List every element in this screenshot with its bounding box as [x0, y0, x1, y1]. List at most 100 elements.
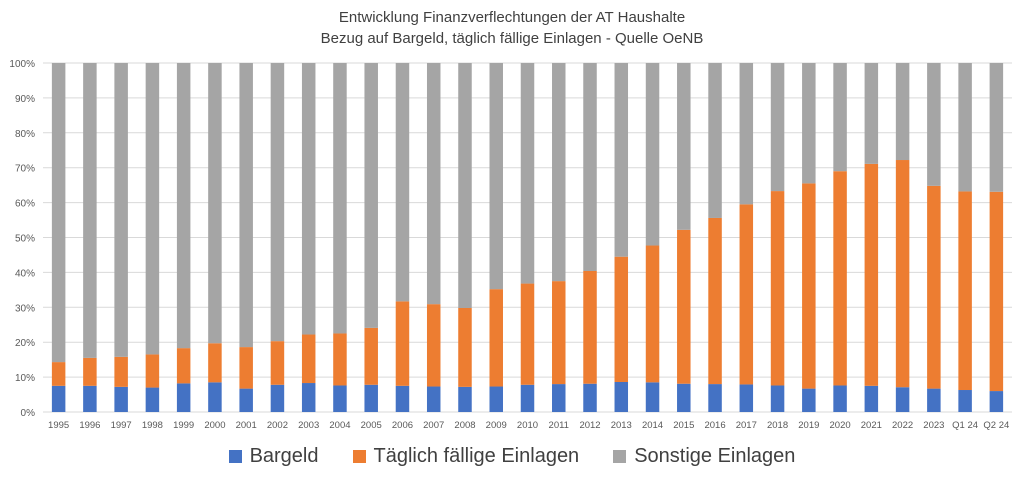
bar-segment	[614, 256, 629, 382]
bar-segment	[395, 301, 410, 386]
x-tick-label: 1996	[79, 420, 100, 431]
x-tick-label: 2018	[767, 420, 788, 431]
bar-segment	[770, 191, 785, 386]
bar-segment	[239, 347, 253, 389]
bar-segment	[489, 289, 503, 387]
bar-segment	[458, 386, 472, 412]
legend-label-sonstige: Sonstige Einlagen	[634, 445, 796, 467]
bar-segment	[708, 63, 722, 218]
bar-segment	[51, 63, 66, 363]
bar-segment	[989, 191, 1004, 392]
bar-segment	[176, 348, 191, 384]
x-tick-label: 2021	[861, 420, 882, 431]
bar-segment	[239, 388, 253, 412]
x-tick-label: 2014	[642, 420, 663, 431]
y-tick-label: 100%	[9, 59, 35, 70]
bar-segment	[645, 382, 660, 412]
bar-segment	[895, 63, 910, 161]
x-tick-label: 2013	[611, 420, 632, 431]
bar-segment	[145, 354, 160, 388]
bar-segment	[958, 191, 972, 391]
bar-segment	[927, 388, 941, 412]
bar-segment	[770, 63, 785, 192]
bar-segment	[145, 387, 160, 412]
bar-segment	[458, 307, 472, 387]
y-tick-label: 80%	[15, 129, 35, 140]
bar-segment	[270, 384, 285, 412]
y-tick-label: 90%	[15, 94, 35, 105]
bar-segment	[677, 383, 691, 412]
legend-swatch-bargeld	[228, 450, 242, 463]
legend-label-taeglich: Täglich fällige Einlagen	[373, 445, 580, 467]
bar-segment	[708, 217, 722, 385]
y-tick-label: 70%	[15, 164, 35, 175]
x-tick-label: 2007	[423, 420, 444, 431]
bar-segment	[739, 204, 754, 385]
bar-segment	[833, 385, 847, 412]
bar-segment	[520, 63, 535, 284]
y-tick-label: 20%	[15, 338, 35, 349]
bar-segment	[739, 63, 754, 205]
x-tick-label: 2022	[892, 420, 913, 431]
legend-item-bargeld: Bargeld	[228, 445, 319, 468]
chart-subtitle: Bezug auf Bargeld, täglich fällige Einla…	[320, 30, 704, 47]
legend-item-taeglich: Täglich fällige Einlagen	[352, 445, 580, 468]
bar-segment	[333, 333, 347, 386]
bar-segment	[270, 341, 285, 385]
x-tick-label: 2017	[736, 420, 757, 431]
x-tick-label: 2001	[236, 420, 257, 431]
bar-segment	[708, 384, 722, 412]
y-tick-label: 0%	[21, 408, 36, 419]
bar-segment	[552, 384, 566, 412]
bar-segment	[833, 171, 847, 386]
bar-segment	[895, 160, 910, 388]
bar-segment	[51, 362, 66, 386]
bar-segment	[802, 388, 816, 412]
y-tick-label: 40%	[15, 268, 35, 279]
bar-segment	[114, 356, 128, 387]
bar-segment	[426, 386, 441, 412]
bar-segment	[583, 271, 597, 384]
bar-segment	[770, 385, 785, 412]
bar-segment	[301, 334, 316, 384]
legend-item-sonstige: Sonstige Einlagen	[613, 445, 795, 468]
bar-segment	[864, 63, 879, 164]
bar-segment	[864, 163, 879, 386]
bar-segment	[364, 327, 378, 385]
x-tick-label: 1997	[111, 420, 132, 431]
bar-segment	[145, 63, 160, 355]
x-tick-label: 2019	[798, 420, 819, 431]
bar-segment	[114, 63, 128, 357]
bar-segment	[176, 63, 191, 349]
bar-segment	[239, 63, 253, 348]
bar-segment	[677, 229, 691, 384]
bar-segment	[208, 63, 222, 344]
bar-segment	[83, 357, 97, 386]
bar-segment	[83, 385, 97, 412]
bar-segment	[208, 382, 222, 412]
bar-segment	[927, 185, 941, 389]
legend-label-bargeld: Bargeld	[249, 445, 319, 467]
legend-swatch-taeglich	[352, 450, 366, 463]
bar-segment	[864, 385, 879, 412]
bar-segment	[395, 385, 410, 412]
x-tick-label: 2003	[298, 420, 319, 431]
x-tick-label: 2016	[704, 420, 725, 431]
bar-segment	[958, 63, 972, 192]
bar-segment	[333, 385, 347, 412]
bar-segment	[333, 63, 347, 334]
bar-segment	[520, 283, 535, 385]
bar-segment	[895, 387, 910, 412]
bar-segment	[677, 63, 691, 230]
legend-swatch-sonstige	[613, 450, 627, 463]
bar-segment	[958, 390, 972, 412]
bar-segment	[552, 281, 566, 385]
bar-segment	[426, 304, 441, 387]
y-tick-label: 60%	[15, 199, 35, 210]
chart-title: Entwicklung Finanzverflechtungen der AT …	[338, 9, 686, 26]
bar-segment	[989, 391, 1004, 412]
x-tick-label: 2002	[267, 420, 288, 431]
bar-segment	[395, 63, 410, 302]
